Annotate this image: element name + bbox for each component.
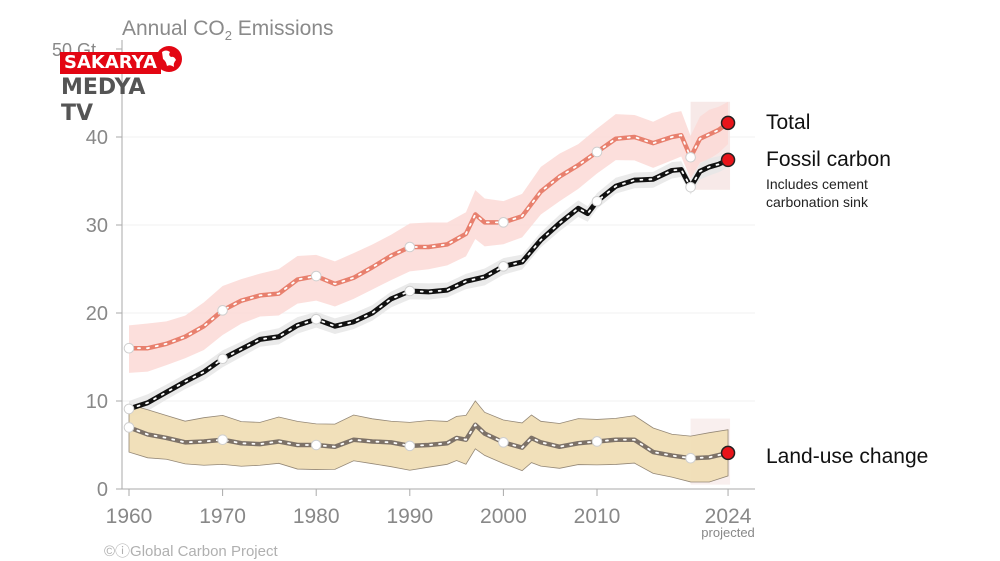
line-dots-total (128, 122, 729, 350)
x-tick-label: 1960 (106, 505, 153, 528)
data-point-1970 (217, 434, 228, 446)
data-point-1990 (404, 285, 416, 297)
line-land-use-change (128, 422, 729, 461)
data-point-1970 (217, 305, 228, 316)
sakarya-medya-logo: SAKARYA MEDYA TV (60, 44, 185, 126)
data-point-2010 (591, 195, 603, 207)
end-marker-land-use-change (720, 445, 736, 461)
logo-line-1: SAKARYA (60, 52, 161, 74)
data-point-1960 (123, 422, 135, 433)
band-total (129, 101, 729, 373)
x-tick-label: 1980 (293, 505, 340, 528)
band-land-use-change (128, 400, 729, 483)
legend-total: Total (766, 111, 811, 134)
y-tick-label: 30 (86, 215, 108, 237)
x-tick-label: 2010 (574, 505, 621, 528)
credit-text: ©ⓘGlobal Carbon Project (104, 543, 278, 560)
uncertainty-bands (128, 101, 729, 483)
y-tick-label: 0 (97, 479, 108, 501)
data-point-1960 (123, 403, 135, 415)
data-point-2000 (498, 217, 509, 228)
globe-icon (156, 46, 182, 72)
series-lines (128, 121, 730, 461)
line-dots-fossil-carbon (128, 158, 729, 410)
band-fossil-carbon (129, 152, 729, 418)
x-tick-label: 2024 (705, 505, 752, 528)
data-point-1980 (310, 270, 322, 282)
chart-title: Annual CO2 Emissions (122, 17, 334, 44)
end-marker-total (720, 115, 736, 131)
data-point-1990 (404, 440, 416, 452)
legend-fossil: Fossil carbon (766, 148, 891, 171)
data-point-2020 (685, 452, 696, 464)
data-point-1970 (217, 353, 228, 365)
x-tick-sublabel: projected (701, 525, 754, 540)
y-tick-label: 20 (86, 303, 108, 325)
data-point-2000 (498, 437, 509, 448)
x-tick-label: 2000 (480, 505, 527, 528)
x-tick-label: 1970 (199, 505, 246, 528)
data-point-2020 (685, 181, 696, 193)
legend-fossil-note-1: Includes cement (766, 176, 868, 192)
data-point-2010 (591, 146, 603, 158)
logo-line-2: MEDYA TV (61, 75, 146, 126)
data-point-2020 (685, 151, 696, 163)
data-point-2010 (591, 436, 603, 447)
data-point-1990 (404, 241, 416, 253)
data-point-2000 (498, 261, 509, 272)
data-point-1980 (310, 313, 322, 325)
end-marker-fossil-carbon (720, 152, 736, 168)
y-tick-label: 40 (86, 127, 108, 149)
x-tick-label: 1990 (386, 505, 433, 528)
y-tick-label: 10 (86, 391, 108, 413)
legend-landuse: Land-use change (766, 445, 929, 468)
data-point-1960 (123, 342, 135, 354)
legend-fossil-note-2: carbonation sink (766, 194, 868, 210)
series-markers (123, 115, 736, 464)
data-point-1980 (310, 439, 322, 451)
